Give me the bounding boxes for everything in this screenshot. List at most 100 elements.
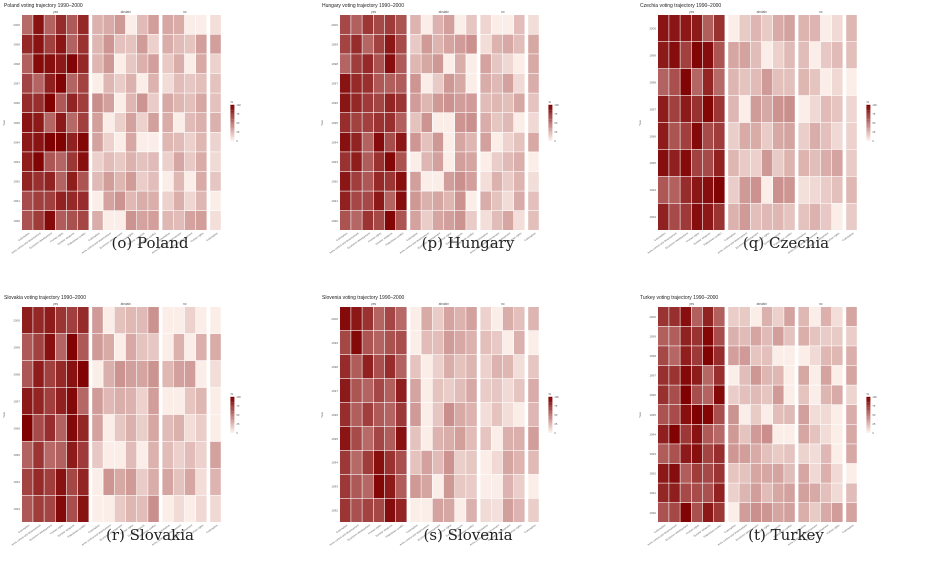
y-tick-label: 1994 <box>331 140 338 144</box>
heatmap-cell <box>210 113 221 132</box>
heatmap-cell <box>750 365 762 385</box>
heatmap-cell <box>421 426 432 451</box>
x-tick-label: Colonialism <box>205 231 218 242</box>
heatmap-cell <box>373 93 385 113</box>
heatmap-cell <box>669 346 680 366</box>
heatmap-cell <box>22 191 33 211</box>
legend-swatch <box>866 400 871 403</box>
heatmap-cell <box>773 203 784 230</box>
group-label: no <box>501 302 505 306</box>
legend-tick-label: 25 <box>872 422 875 426</box>
heatmap-cell <box>466 378 477 403</box>
heatmap-cell <box>669 95 680 123</box>
heatmap-cell <box>351 330 362 355</box>
heatmap-cell <box>832 41 843 69</box>
heatmap-cell <box>351 191 362 211</box>
legend-title: % <box>548 100 551 104</box>
heatmap-cell <box>846 203 857 230</box>
heatmap-cell <box>784 176 795 204</box>
heatmap-cell <box>514 450 525 475</box>
heatmap-cell <box>658 365 669 385</box>
heatmap-cell <box>410 307 421 331</box>
legend-tick-label: 25 <box>236 422 239 426</box>
group-label: no <box>183 10 187 14</box>
y-tick-label: 1999 <box>649 53 656 57</box>
heatmap-cell <box>362 34 373 54</box>
legend-swatch <box>866 420 871 423</box>
heatmap-cell <box>184 307 196 334</box>
legend-swatch <box>230 413 235 415</box>
heatmap-cell <box>466 426 477 451</box>
heatmap-cell <box>103 132 114 152</box>
heatmap-cell <box>502 378 514 403</box>
heatmap-cell <box>33 34 44 54</box>
heatmap-cell <box>351 474 362 499</box>
heatmap-cell <box>784 122 795 150</box>
heatmap-cell <box>784 307 795 326</box>
heatmap-cell <box>384 152 396 172</box>
legend-swatch <box>230 409 235 412</box>
heatmap-cell <box>669 365 680 385</box>
heatmap-cell <box>362 113 373 132</box>
heatmap-cell <box>502 450 514 475</box>
heatmap-cell <box>421 132 432 152</box>
heatmap-cell <box>66 414 78 442</box>
legend-swatch <box>548 112 553 114</box>
heatmap-cell <box>55 211 67 230</box>
heatmap-cell <box>846 483 857 503</box>
heatmap-cell <box>210 34 221 54</box>
heatmap-cell <box>340 93 351 113</box>
legend-tick-label: 75 <box>872 112 875 116</box>
heatmap-cell <box>846 405 857 424</box>
heatmap-cell <box>443 191 455 211</box>
legend-tick-label: 0 <box>872 431 874 435</box>
heatmap-cell <box>396 171 407 191</box>
heatmap-cell <box>714 444 725 464</box>
panel-slovakia: Slovakia voting trajectory 1990–2000 Year… <box>0 292 300 562</box>
heatmap-cell <box>432 191 444 211</box>
heatmap-cell <box>466 402 477 427</box>
heatmap-cell <box>455 191 466 211</box>
heatmap-cell <box>455 211 466 230</box>
heatmap-cell <box>162 191 173 211</box>
heatmap-cell <box>680 176 691 204</box>
y-tick-label: 1997 <box>13 399 20 403</box>
heatmap-cell <box>691 385 703 405</box>
y-tick-label: 1999 <box>13 42 20 46</box>
heatmap-cell <box>351 171 362 191</box>
legend-swatch <box>548 119 553 122</box>
y-tick-label: 2000 <box>649 315 656 319</box>
heatmap-cell <box>658 15 669 42</box>
heatmap-cell <box>466 211 477 230</box>
legend-tick-label: 0 <box>554 139 556 143</box>
heatmap-cell <box>22 113 33 132</box>
heatmap-cell <box>432 54 444 74</box>
heatmap-cell <box>210 495 221 522</box>
heatmap-cell <box>761 149 773 177</box>
heatmap-cell <box>528 354 539 379</box>
legend-swatch <box>230 425 235 428</box>
heatmap-cell <box>125 73 137 93</box>
y-tick-label: 1995 <box>331 437 338 441</box>
heatmap-cell <box>846 122 857 150</box>
heatmap-cell <box>750 68 762 96</box>
heatmap-cell <box>103 15 114 34</box>
y-tick-label: 1993 <box>649 452 656 456</box>
x-tick-label: Colonialism <box>158 523 171 534</box>
heatmap-cell <box>396 474 407 499</box>
heatmap-cell <box>162 113 173 132</box>
legend-swatch <box>548 130 553 132</box>
heatmap-cell <box>410 450 421 475</box>
heatmap-cell <box>421 171 432 191</box>
y-tick-label: 1997 <box>331 82 338 86</box>
heatmap-cell <box>373 474 385 499</box>
legend-tick-label: 50 <box>872 413 875 417</box>
heatmap-cell <box>66 15 78 34</box>
y-tick-label: 1999 <box>331 341 338 345</box>
heatmap-cell <box>421 211 432 230</box>
heatmap-cell <box>162 15 173 34</box>
heatmap-cell <box>210 152 221 172</box>
heatmap-cell <box>196 468 207 496</box>
heatmap-cell <box>33 360 44 388</box>
y-axis-label: Year <box>2 412 6 418</box>
